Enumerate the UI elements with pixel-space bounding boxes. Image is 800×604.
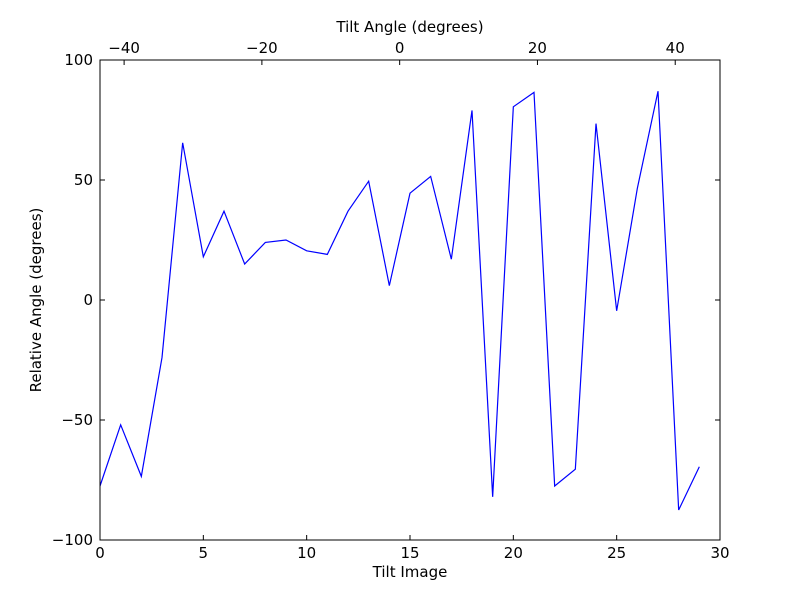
y-tick-label: 50 bbox=[74, 171, 93, 189]
x-axis-title: Tilt Image bbox=[372, 563, 448, 581]
x-tick-label: 5 bbox=[199, 544, 209, 562]
x-tick-label: 30 bbox=[710, 544, 729, 562]
top-tick-label: 0 bbox=[395, 39, 405, 57]
series-line bbox=[99, 91, 700, 511]
y-tick-label: −100 bbox=[52, 531, 93, 549]
top-tick-label: 20 bbox=[528, 39, 547, 57]
y-tick-label: −50 bbox=[61, 411, 93, 429]
x-tick-label: 10 bbox=[297, 544, 316, 562]
y-tick-label: 100 bbox=[64, 51, 93, 69]
x-tick-label: 25 bbox=[607, 544, 626, 562]
x-tick-label: 15 bbox=[400, 544, 419, 562]
y-tick-label: 0 bbox=[83, 291, 93, 309]
plot-frame bbox=[99, 59, 721, 541]
plot-area bbox=[100, 60, 720, 540]
top-tick-label: −20 bbox=[246, 39, 278, 57]
top-axis-title: Tilt Angle (degrees) bbox=[335, 18, 483, 36]
top-tick-label: 40 bbox=[666, 39, 685, 57]
x-tick-label: 0 bbox=[95, 544, 105, 562]
y-axis-title: Relative Angle (degrees) bbox=[27, 208, 45, 393]
x-tick-label: 20 bbox=[504, 544, 523, 562]
top-tick-label: −40 bbox=[108, 39, 140, 57]
ticks-layer: 0 5 10 15 20 25 30 −40 −20 0 20 40 100 50 0 −50 −100 bbox=[52, 39, 730, 562]
